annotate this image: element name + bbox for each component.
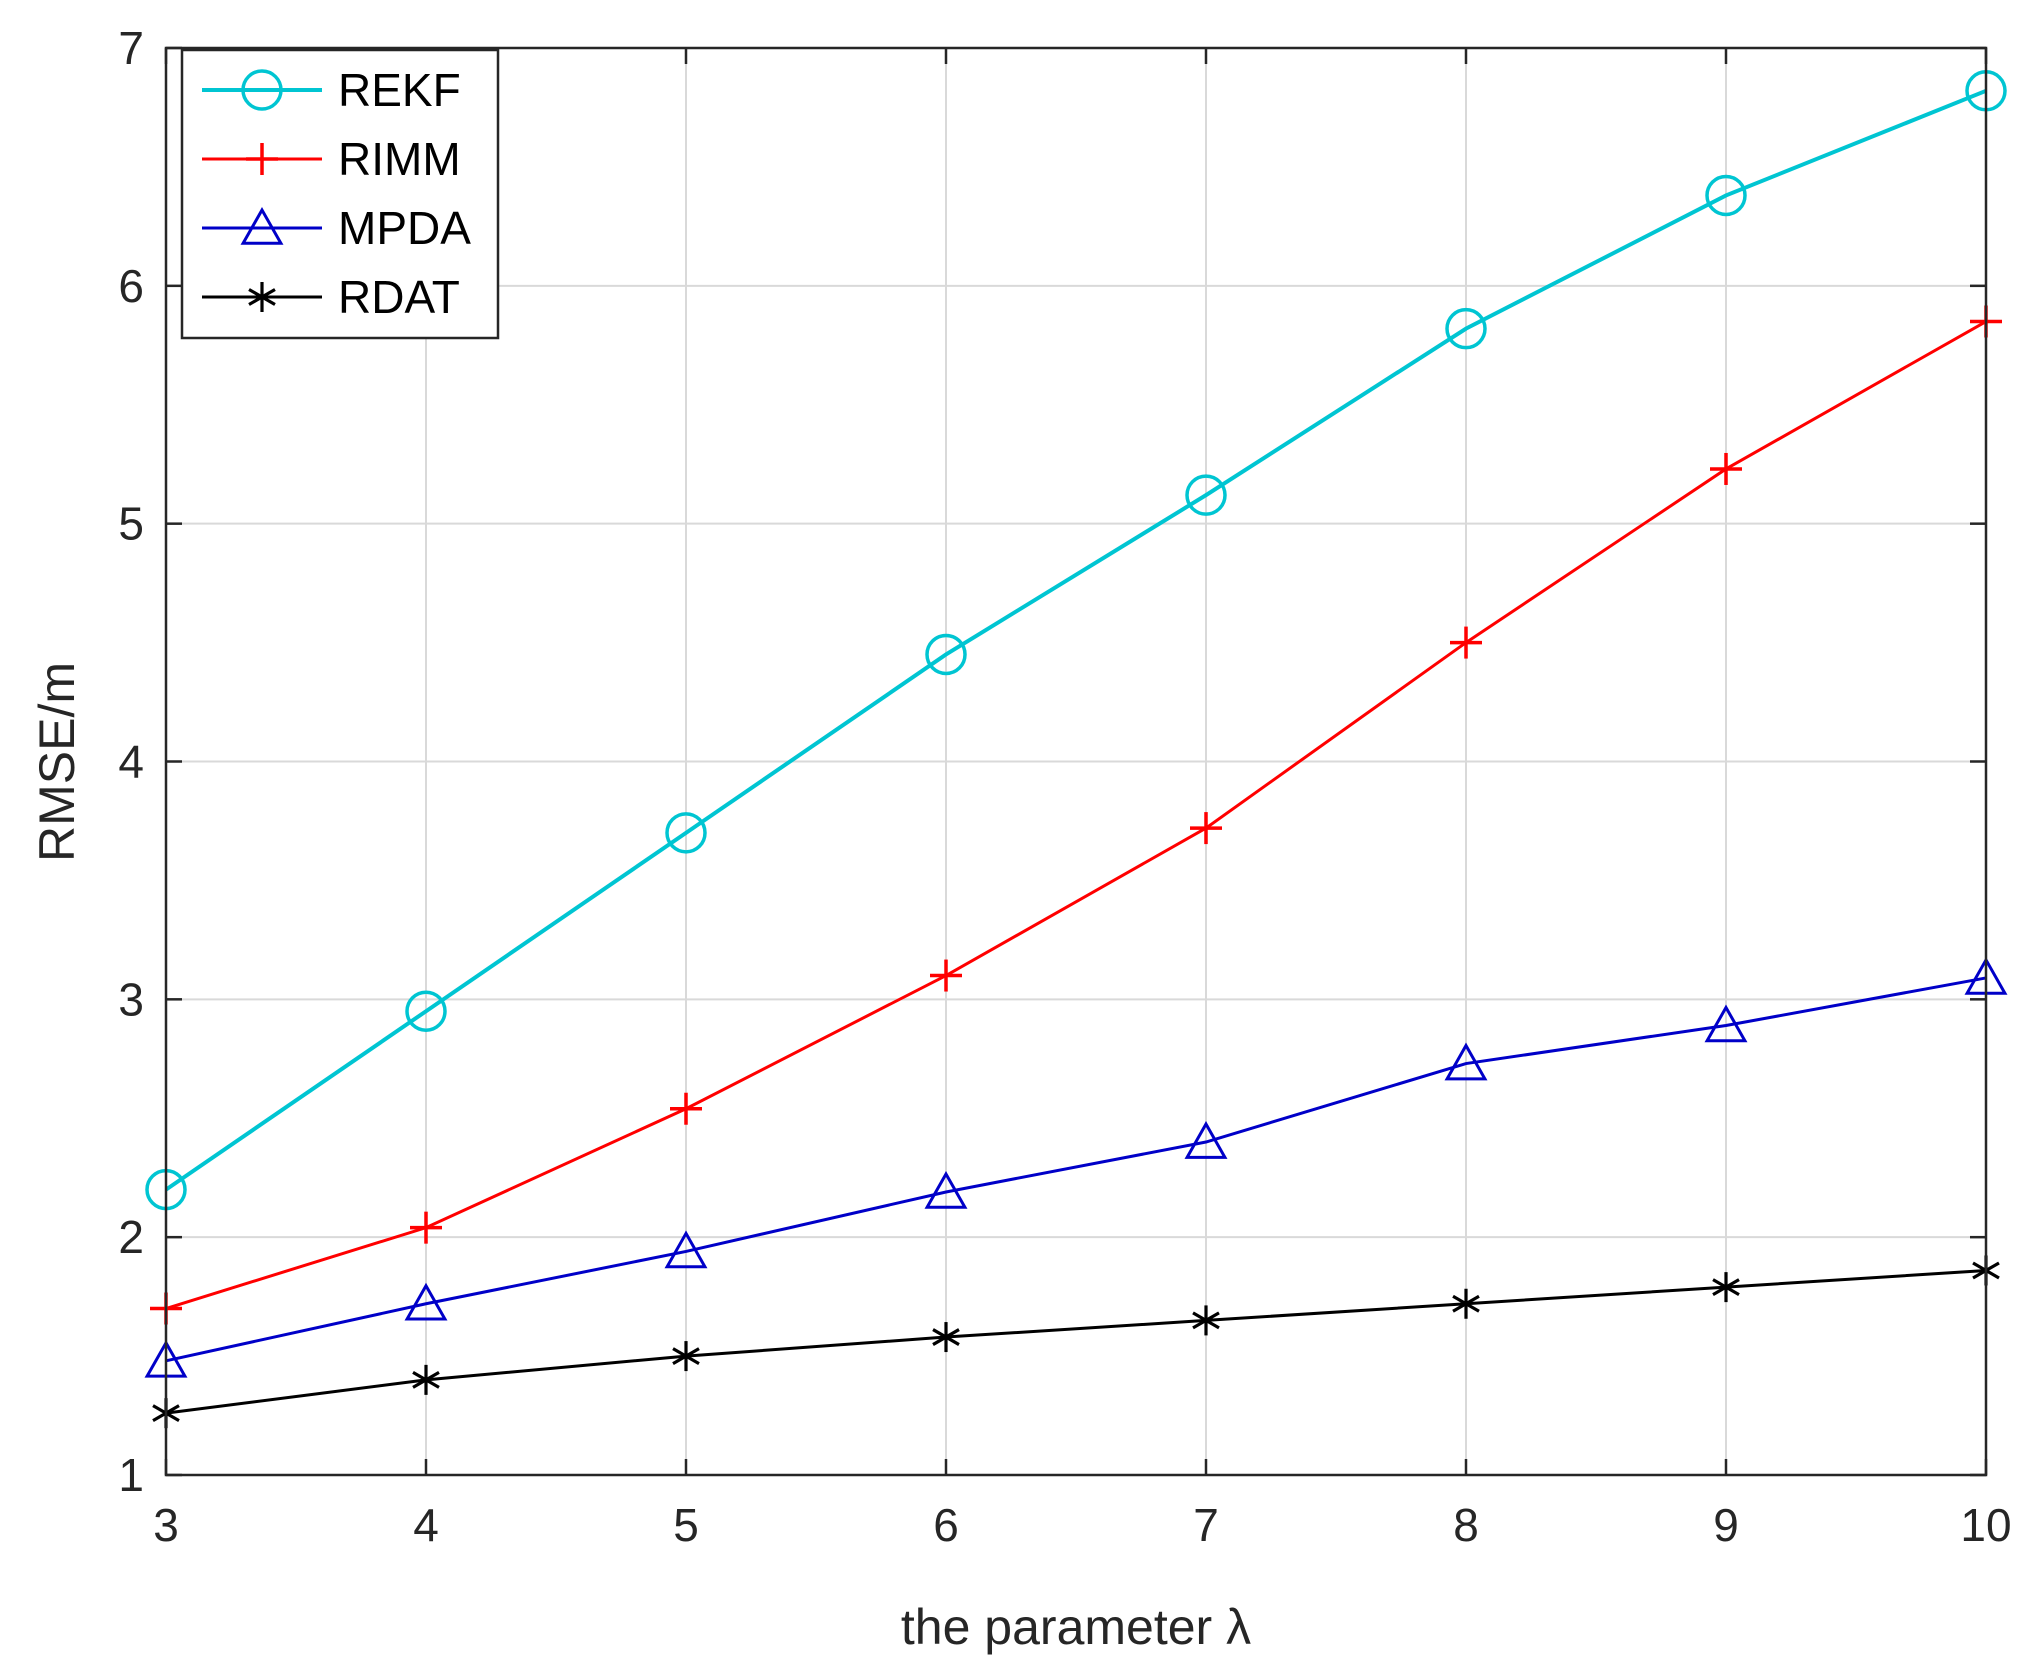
plus-marker [246,143,278,175]
y-tick-label: 3 [118,973,144,1025]
star-marker [672,1341,700,1372]
x-tick-label: 5 [673,1499,699,1551]
series-rimm [150,305,2002,1325]
x-tick-label: 8 [1453,1499,1479,1551]
circle-marker [1705,174,1747,217]
triangle-marker [664,1230,708,1269]
series-line [165,976,1987,1363]
legend-label: RDAT [338,271,460,323]
star-marker [412,1364,440,1395]
plus-marker [670,1092,702,1125]
series-line [165,320,1987,1310]
y-axis-label: RMSE/m [29,662,85,862]
y-tick-label: 7 [118,22,144,74]
circle-marker [665,812,707,854]
plus-marker [1450,626,1482,659]
triangle-marker [1704,1004,1748,1043]
x-tick-label: 3 [153,1499,179,1551]
legend-label: RIMM [338,133,461,185]
star-marker [1192,1305,1220,1336]
circle-marker [1445,307,1487,350]
triangle-marker [1444,1042,1488,1081]
series-rdat [152,1255,2000,1429]
y-tick-label: 1 [118,1449,144,1501]
x-tick-label: 10 [1960,1499,2011,1551]
legend-entry-mpda: MPDA [202,202,471,254]
circle-marker [241,69,283,111]
legend-box [180,48,500,340]
x-tick-label: 9 [1713,1499,1739,1551]
triangle-marker [924,1170,968,1209]
star-marker [1452,1288,1480,1319]
series-line [164,88,1987,1192]
legend-label: REKF [338,64,461,116]
legend-entry-rimm: RIMM [202,133,461,185]
star-marker [248,282,276,312]
plus-marker [1710,452,1742,485]
series-layer [144,70,2008,1429]
x-tick-label: 4 [413,1499,439,1551]
y-tick-label: 5 [118,498,144,550]
legend: REKF RIMM MPDA RDAT [180,48,500,340]
x-tick-label: 6 [933,1499,959,1551]
x-axis-label: the parameter λ [901,1599,1251,1655]
triangle-marker [1184,1120,1228,1159]
star-marker [1712,1272,1740,1303]
axes-box [164,46,1988,1477]
circle-marker [405,990,447,1032]
x-tick-label: 7 [1193,1499,1219,1551]
legend-entry-rdat: RDAT [202,271,460,323]
series-line [165,1268,1987,1415]
circle-marker [1185,474,1227,516]
series-mpda [144,956,2008,1378]
plus-marker [410,1211,442,1244]
plus-marker [930,959,962,992]
triangle-marker [240,206,284,245]
triangle-marker [404,1282,448,1321]
star-marker [932,1322,960,1353]
y-tick-label: 4 [118,736,144,788]
y-tick-label: 6 [118,260,144,312]
y-tick-label: 2 [118,1211,144,1263]
plus-marker [1190,812,1222,845]
circle-marker [925,633,967,676]
legend-label: MPDA [338,202,471,254]
legend-entry-rekf: REKF [202,64,461,116]
tick-labels: 3 4 5 6 7 8 9 10 1 2 3 4 5 6 7 [118,22,2011,1551]
